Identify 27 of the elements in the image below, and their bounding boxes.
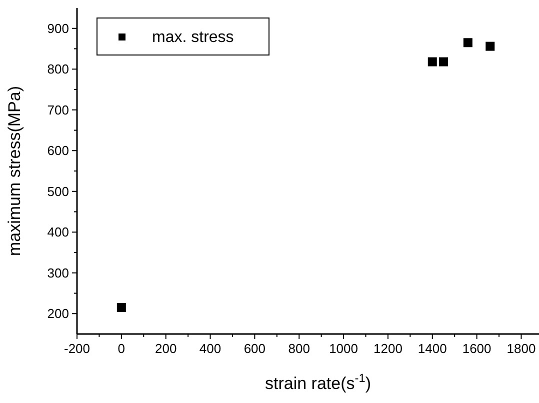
point xyxy=(116,303,126,312)
y-tick-label: 300 xyxy=(47,265,69,280)
y-tick-label: 700 xyxy=(47,102,69,118)
y-axis-title: maximum stress(MPa) xyxy=(5,86,24,256)
x-tick-label: 1000 xyxy=(329,341,358,356)
y-tick-label: 500 xyxy=(47,184,69,199)
point xyxy=(486,42,495,51)
x-tick-label: 1200 xyxy=(374,341,402,356)
point xyxy=(438,57,448,66)
x-tick-label: -200 xyxy=(64,341,90,356)
y-tick-label: 900 xyxy=(47,20,69,36)
x-tick-label: 0 xyxy=(118,341,126,356)
x-tick-label: 800 xyxy=(288,341,310,356)
x-tick-label: 1800 xyxy=(506,341,536,356)
x-axis-title: strain rate(s$^{-1}$) xyxy=(265,371,371,393)
x-tick-label: 600 xyxy=(244,341,266,356)
x-tick-label: 200 xyxy=(154,341,177,356)
legend-label: max. stress xyxy=(152,29,234,46)
x-tick-label: 400 xyxy=(199,341,222,356)
y-tick-label: 200 xyxy=(47,306,69,322)
point xyxy=(428,57,437,66)
y-tick-label: 600 xyxy=(47,143,69,158)
x-tick-label: 1600 xyxy=(462,341,492,356)
x-tick-label: 1400 xyxy=(418,341,447,356)
point xyxy=(463,38,472,48)
y-tick-label: 800 xyxy=(47,62,69,77)
y-tick-label: 400 xyxy=(47,224,69,240)
